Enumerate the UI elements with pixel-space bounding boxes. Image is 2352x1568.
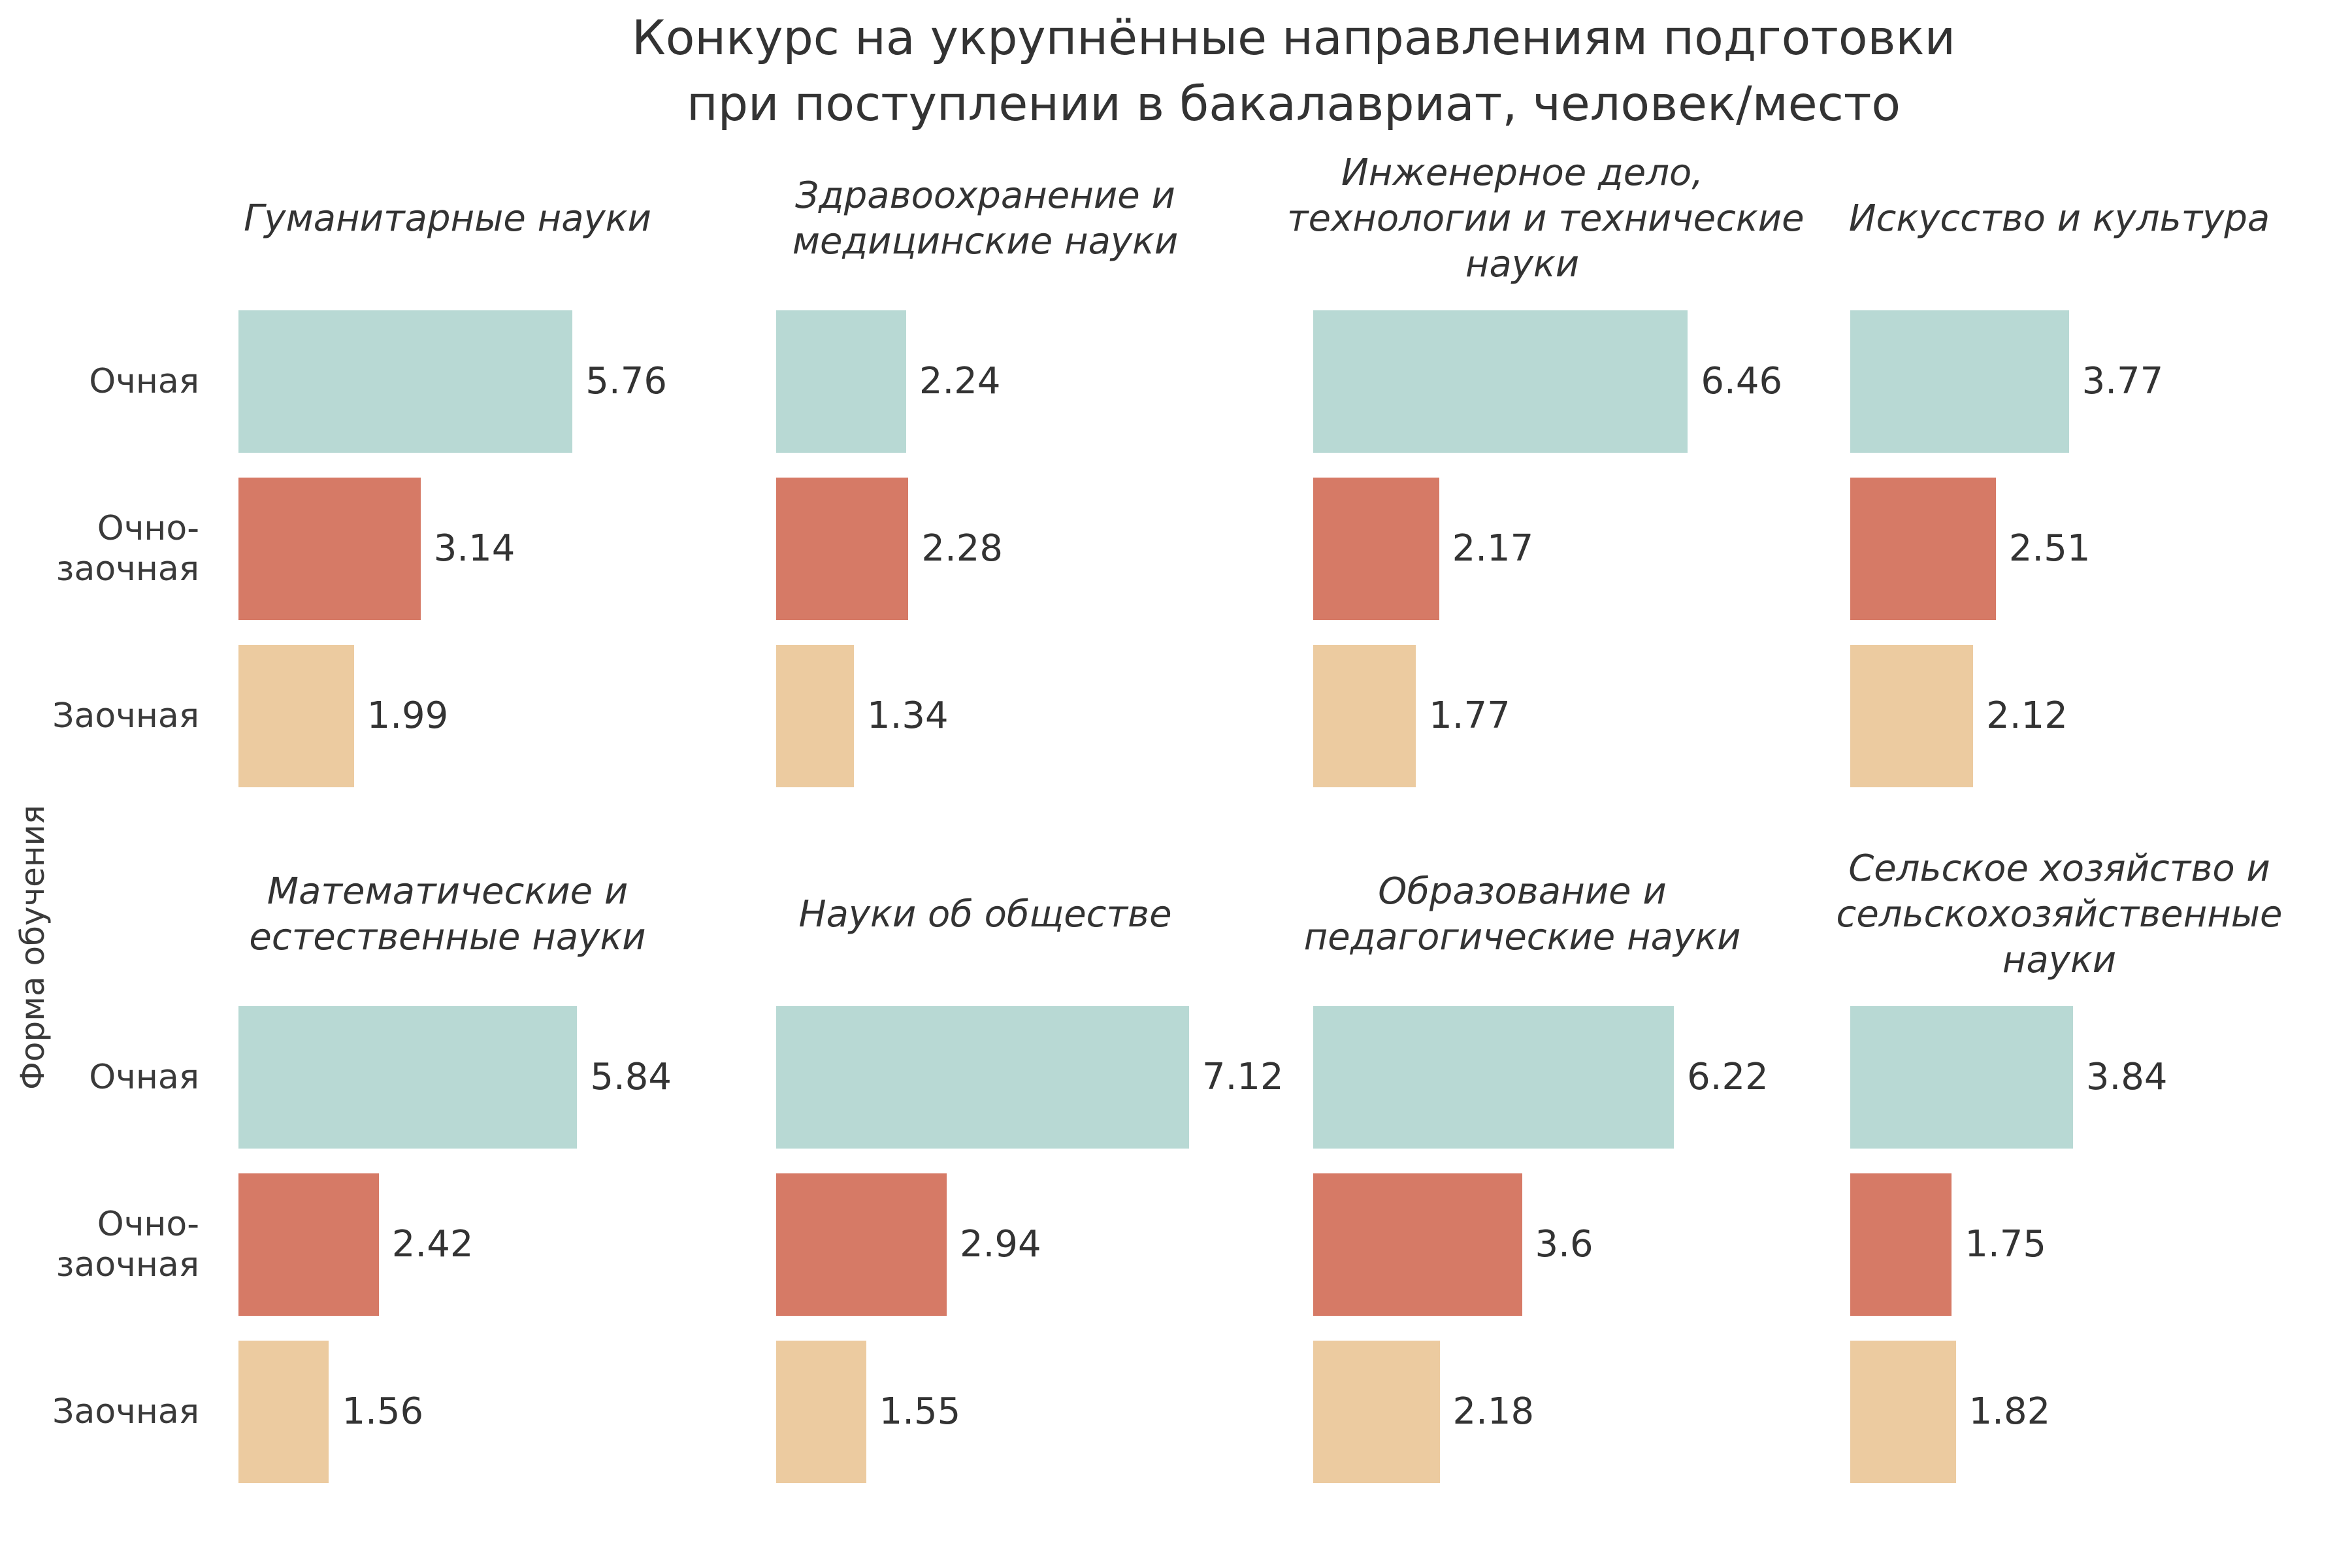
panel-title-line: Образование и: [1378, 870, 1667, 913]
panel-title: Гуманитарные науки: [212, 196, 683, 242]
bar: [238, 1173, 379, 1316]
data-label: 6.22: [1687, 1056, 1769, 1098]
panel-title: Образование и педагогические науки: [1287, 869, 1757, 960]
y-tick-label-line: заочная: [56, 1245, 199, 1284]
bar: [776, 1006, 1189, 1149]
bar: [238, 310, 573, 453]
panel-title-line: педагогические науки: [1303, 916, 1741, 958]
y-tick-label: Очно-заочная: [0, 1204, 199, 1285]
bar: [1850, 1173, 1952, 1316]
data-label: 7.12: [1202, 1056, 1284, 1098]
data-label: 2.42: [391, 1223, 474, 1266]
data-label: 3.14: [433, 527, 515, 570]
y-tick-label: Очная: [0, 361, 199, 402]
panel-title-line: Сельское хозяйство и: [1848, 847, 2270, 890]
bar: [1313, 1006, 1674, 1149]
data-label: 1.56: [342, 1390, 424, 1433]
bar: [1313, 645, 1416, 787]
bar: [238, 478, 421, 620]
data-label: 1.55: [879, 1390, 961, 1433]
panel-title: Искусство и культура: [1824, 196, 2295, 242]
data-label: 3.6: [1535, 1223, 1593, 1266]
bar: [238, 1341, 329, 1483]
panel-title: Науки об обществе: [750, 892, 1220, 938]
panel-title-line: Гуманитарные науки: [244, 197, 651, 240]
data-label: 2.18: [1452, 1390, 1535, 1433]
y-tick-label-line: Очно-: [97, 509, 199, 548]
data-label: 5.84: [590, 1056, 672, 1098]
data-label: 2.51: [2008, 527, 2091, 570]
data-label: 1.75: [1965, 1223, 2047, 1266]
y-tick-label: Очно-заочная: [0, 508, 199, 589]
bar: [1850, 645, 1974, 787]
data-label: 2.12: [1986, 694, 2068, 737]
bar: [1313, 1173, 1522, 1316]
y-tick-label-line: Очная: [89, 1058, 199, 1097]
y-tick-label: Заочная: [0, 1392, 199, 1432]
bar: [776, 1341, 866, 1483]
data-label: 3.84: [2085, 1056, 2168, 1098]
bar: [1850, 310, 2069, 453]
bar: [776, 310, 906, 453]
data-label: 2.24: [919, 360, 1001, 402]
bar: [1313, 1341, 1440, 1483]
bar: [1850, 1341, 1956, 1483]
y-tick-label-line: Очная: [89, 362, 199, 401]
panel-title-line: технологии и технические: [1287, 197, 1805, 240]
panel-title-line: науки: [2002, 939, 2117, 981]
data-label: 1.34: [866, 694, 949, 737]
bar: [776, 1173, 947, 1316]
panel-title: Инженерное дело, технологии и технические…: [1287, 150, 1805, 287]
chart-title-line-1: Конкурс на укрупнённые направлениям подг…: [631, 10, 1956, 66]
bar: [776, 478, 909, 620]
chart-title: Конкурс на укрупнённые направлениям подг…: [0, 5, 2352, 137]
bar: [238, 645, 354, 787]
panel-title-line: естественные науки: [249, 916, 646, 958]
data-label: 2.17: [1452, 527, 1534, 570]
panel-title-line: науки: [1465, 243, 1580, 286]
bar: [1850, 478, 1996, 620]
y-tick-label-line: Заочная: [52, 1392, 199, 1431]
data-label: 1.77: [1429, 694, 1511, 737]
panel-title-line: медицинские науки: [792, 220, 1179, 263]
data-label: 5.76: [585, 360, 667, 402]
panel-title: Здравоохранение и медицинские науки: [750, 173, 1220, 265]
y-tick-label-line: заочная: [56, 549, 199, 589]
panel-title-line: Искусство и культура: [1848, 197, 2270, 240]
y-tick-label: Очная: [0, 1057, 199, 1098]
data-label: 2.94: [959, 1223, 1041, 1266]
panel-title-line: Инженерное дело,: [1341, 152, 1704, 194]
data-label: 6.46: [1701, 360, 1783, 402]
y-tick-label: Заочная: [0, 696, 199, 736]
y-tick-label-line: Заочная: [52, 696, 199, 736]
chart-title-line-2: при поступлении в бакалавриат, человек/м…: [686, 76, 1901, 132]
y-axis-label: Форма обучения: [14, 804, 52, 1090]
bar: [1313, 478, 1439, 620]
data-label: 2.28: [921, 527, 1004, 570]
panel-title-line: Математические и: [267, 870, 629, 913]
data-label: 1.99: [367, 694, 449, 737]
bar: [776, 645, 854, 787]
bar: [238, 1006, 578, 1149]
panel-title-line: сельскохозяйственные: [1836, 893, 2283, 936]
data-label: 3.77: [2082, 360, 2164, 402]
bar: [1850, 1006, 2073, 1149]
panel-title: Математические и естественные науки: [212, 869, 683, 960]
panel-title: Сельское хозяйство и сельскохозяйственные…: [1824, 846, 2295, 983]
panel-title-line: Здравоохранение и: [795, 174, 1175, 217]
data-label: 1.82: [1968, 1390, 2051, 1433]
panel-title-line: Науки об обществе: [798, 893, 1172, 936]
bar: [1313, 310, 1688, 453]
y-tick-label-line: Очно-: [97, 1205, 199, 1244]
